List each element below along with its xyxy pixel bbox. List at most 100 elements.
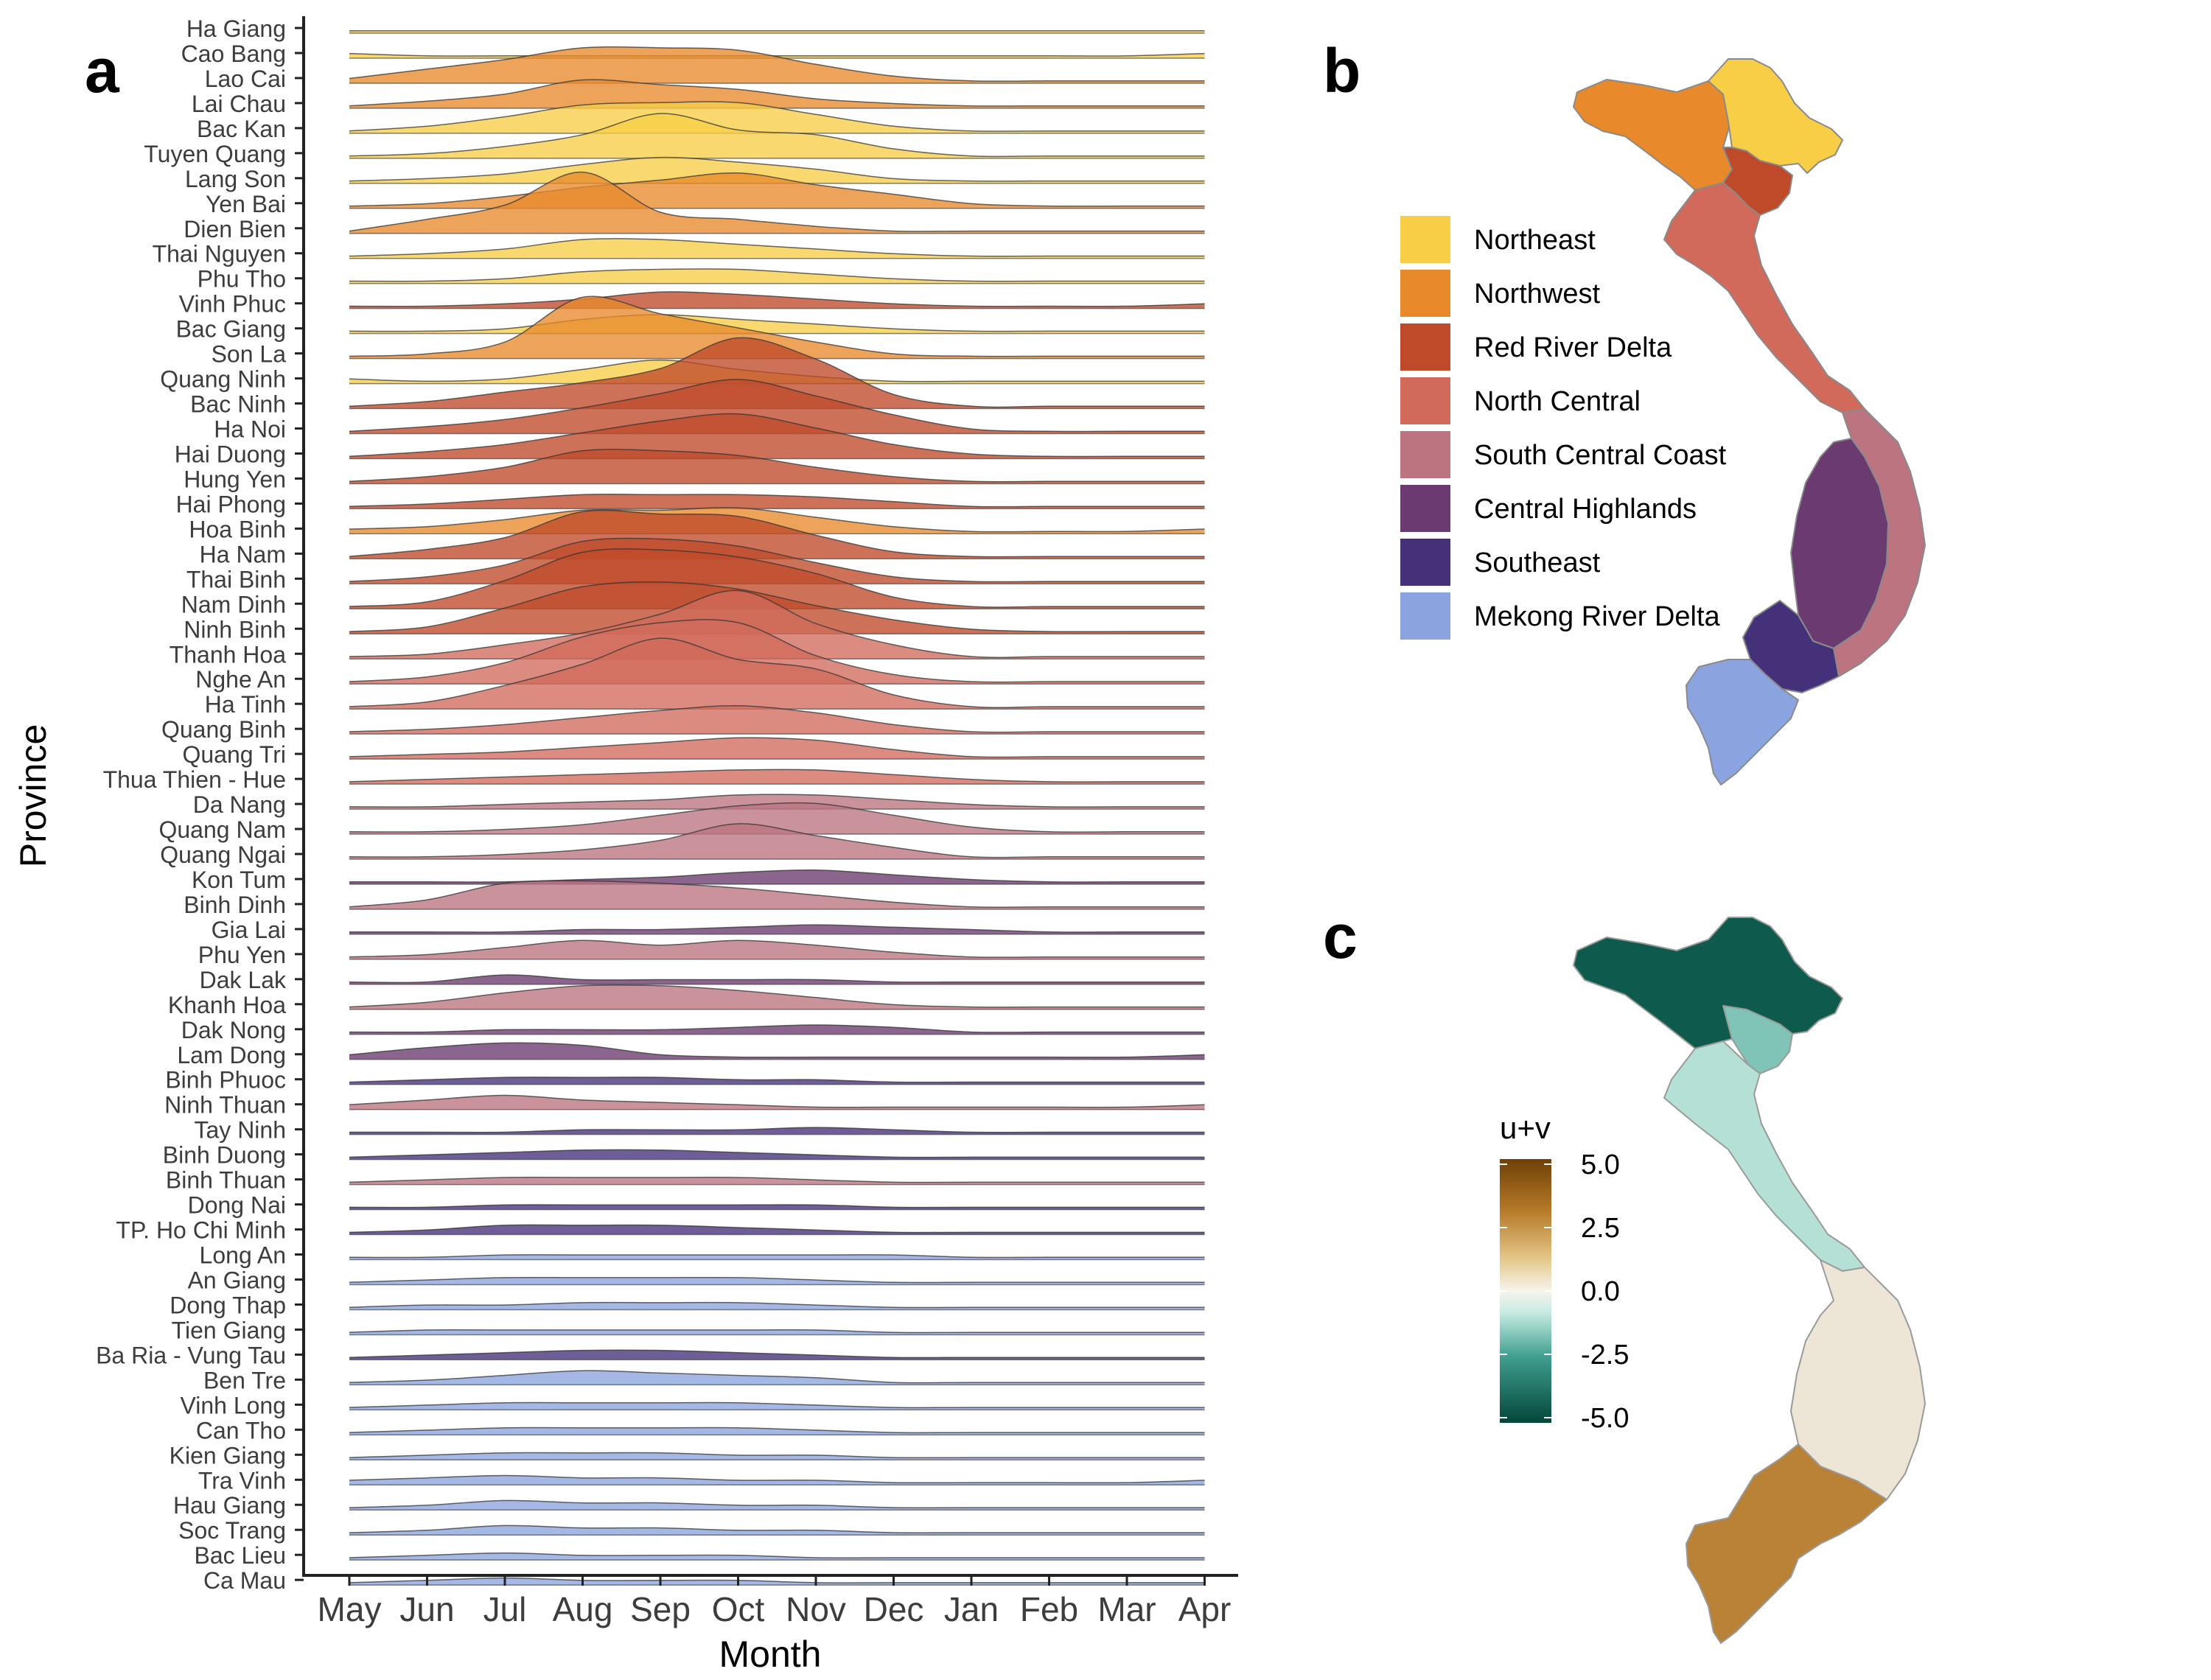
ridge-area-dien-bien xyxy=(349,172,1205,234)
month-label: Feb xyxy=(1020,1590,1078,1628)
ridge-area-quang-ninh xyxy=(349,360,1205,384)
ridge-line-dak-lak xyxy=(349,974,1205,984)
map-b-northwest xyxy=(1573,79,1733,191)
month-label: Jul xyxy=(483,1590,527,1628)
panel-label-a: a xyxy=(85,36,120,105)
y-axis-title: Province xyxy=(13,724,54,868)
colorbar-ticks: 5.0 2.5 0.0 -2.5 -5.0 xyxy=(1500,1149,1629,1434)
month-ticks: May Jun Jul Aug Sep Oct Nov Dec Jan Feb Mar Apr xyxy=(318,1575,1231,1628)
province-label: Yen Bai xyxy=(206,191,286,217)
uv-colorbar: u+v 5.0 2.5 0.0 -2.5 -5.0 xyxy=(1500,1110,1629,1434)
ridge-line-long-an xyxy=(349,1254,1205,1259)
month-label: May xyxy=(318,1590,382,1628)
ridge-line-quang-tri xyxy=(349,737,1205,758)
province-label: Thua Thien - Hue xyxy=(103,766,286,793)
province-label: Da Nang xyxy=(193,791,286,818)
ridge-series-group xyxy=(349,30,1205,1586)
province-label: Ha Noi xyxy=(214,416,286,443)
ridge-line-bac-kan xyxy=(349,101,1205,132)
province-label: Cao Bang xyxy=(181,41,286,67)
ridge-line-yen-bai xyxy=(349,172,1205,207)
province-label: Ha Tinh xyxy=(205,691,286,718)
ridge-line-khanh-hoa xyxy=(349,984,1205,1008)
ridge-line-phu-yen xyxy=(349,939,1205,958)
province-label: Ha Nam xyxy=(200,541,286,567)
ridge-line-hai-duong xyxy=(349,413,1205,458)
ridge-area-phu-tho xyxy=(349,268,1205,284)
ridge-area-bac-kan xyxy=(349,101,1205,133)
province-label: Hau Giang xyxy=(173,1492,286,1519)
ridge-line-hai-phong xyxy=(349,494,1205,508)
map-c-central xyxy=(1790,1259,1926,1500)
legend-label: South Central Coast xyxy=(1474,440,1727,471)
ridge-area-soc-trang xyxy=(349,1525,1205,1536)
ridge-area-son-la xyxy=(349,296,1205,359)
ridge-line-bac-giang xyxy=(349,314,1205,332)
province-label: Kien Giang xyxy=(170,1442,286,1469)
legend-label: Northeast xyxy=(1474,225,1596,256)
ridge-area-binh-thuan xyxy=(349,1177,1205,1185)
region-legend: Northeast Northwest Red River Delta North C… xyxy=(1400,216,1727,640)
ridge-area-binh-dinh xyxy=(349,881,1205,909)
ridge-area-dak-nong xyxy=(349,1025,1205,1035)
map-b-north-central xyxy=(1663,182,1865,413)
province-label: Lai Chau xyxy=(192,91,286,117)
ridge-line-vinh-long xyxy=(349,1401,1205,1409)
province-label: Tien Giang xyxy=(172,1317,286,1343)
ridge-area-tien-giang xyxy=(349,1329,1205,1335)
ridge-line-hung-yen xyxy=(349,448,1205,483)
ridge-line-bac-lieu xyxy=(349,1552,1205,1558)
ridge-line-lai-chau xyxy=(349,79,1205,107)
province-label: Lao Cai xyxy=(205,66,286,92)
legend-label: Mekong River Delta xyxy=(1474,601,1721,632)
colorbar-tick-label: 2.5 xyxy=(1581,1213,1620,1244)
province-label: Tay Ninh xyxy=(195,1117,287,1144)
ridge-line-can-tho xyxy=(349,1427,1205,1434)
ridge-line-ha-tinh xyxy=(349,637,1205,708)
province-label: Lam Dong xyxy=(177,1042,286,1068)
province-label: Son La xyxy=(212,341,287,368)
ridge-area-quang-tri xyxy=(349,738,1205,760)
legend-swatch xyxy=(1400,323,1450,371)
colorbar-title: u+v xyxy=(1500,1110,1551,1145)
province-label: Bac Giang xyxy=(176,316,286,343)
province-label: Soc Trang xyxy=(178,1517,286,1544)
ridge-area-ha-giang xyxy=(349,30,1205,33)
ridge-line-nam-dinh xyxy=(349,548,1205,608)
province-label: Binh Phuoc xyxy=(165,1067,286,1093)
ridge-area-khanh-hoa xyxy=(349,984,1205,1009)
ridge-area-quang-binh xyxy=(349,705,1205,735)
ridge-line-tp-ho-chi-minh xyxy=(349,1224,1205,1233)
ridge-line-binh-phuoc xyxy=(349,1077,1205,1083)
province-label: Binh Dinh xyxy=(184,892,286,918)
ridge-line-quang-binh xyxy=(349,705,1205,733)
ridge-area-long-an xyxy=(349,1254,1205,1260)
ridge-line-tien-giang xyxy=(349,1329,1205,1334)
legend-swatch xyxy=(1400,377,1450,424)
ridge-line-ba-ria-vung-tau xyxy=(349,1349,1205,1359)
legend-swatch xyxy=(1400,539,1450,586)
province-label: Nghe An xyxy=(195,666,286,693)
ridge-line-dong-thap xyxy=(349,1301,1205,1309)
province-label: Tra Vinh xyxy=(198,1467,286,1494)
province-label: Can Tho xyxy=(196,1417,286,1443)
province-label: Ba Ria - Vung Tau xyxy=(96,1342,286,1368)
ridge-area-quang-ngai xyxy=(349,823,1205,860)
province-label: Ca Mau xyxy=(203,1567,286,1594)
ridge-area-tp-ho-chi-minh xyxy=(349,1225,1205,1235)
panel-label-b: b xyxy=(1323,36,1361,105)
ridge-line-ca-mau xyxy=(349,1577,1205,1583)
ridge-line-ninh-thuan xyxy=(349,1094,1205,1108)
province-label: Quang Binh xyxy=(161,716,286,743)
legend-swatch xyxy=(1400,431,1450,478)
ridge-line-tra-vinh xyxy=(349,1474,1205,1484)
map-c-north-delta xyxy=(1722,1005,1793,1074)
x-axis-title: Month xyxy=(719,1634,822,1675)
ridge-area-thai-nguyen xyxy=(349,238,1205,259)
map-c-north-central xyxy=(1663,1040,1865,1272)
ridge-area-bac-ninh xyxy=(349,337,1205,409)
province-label: Quang Nam xyxy=(158,816,286,843)
ridge-area-binh-duong xyxy=(349,1149,1205,1160)
